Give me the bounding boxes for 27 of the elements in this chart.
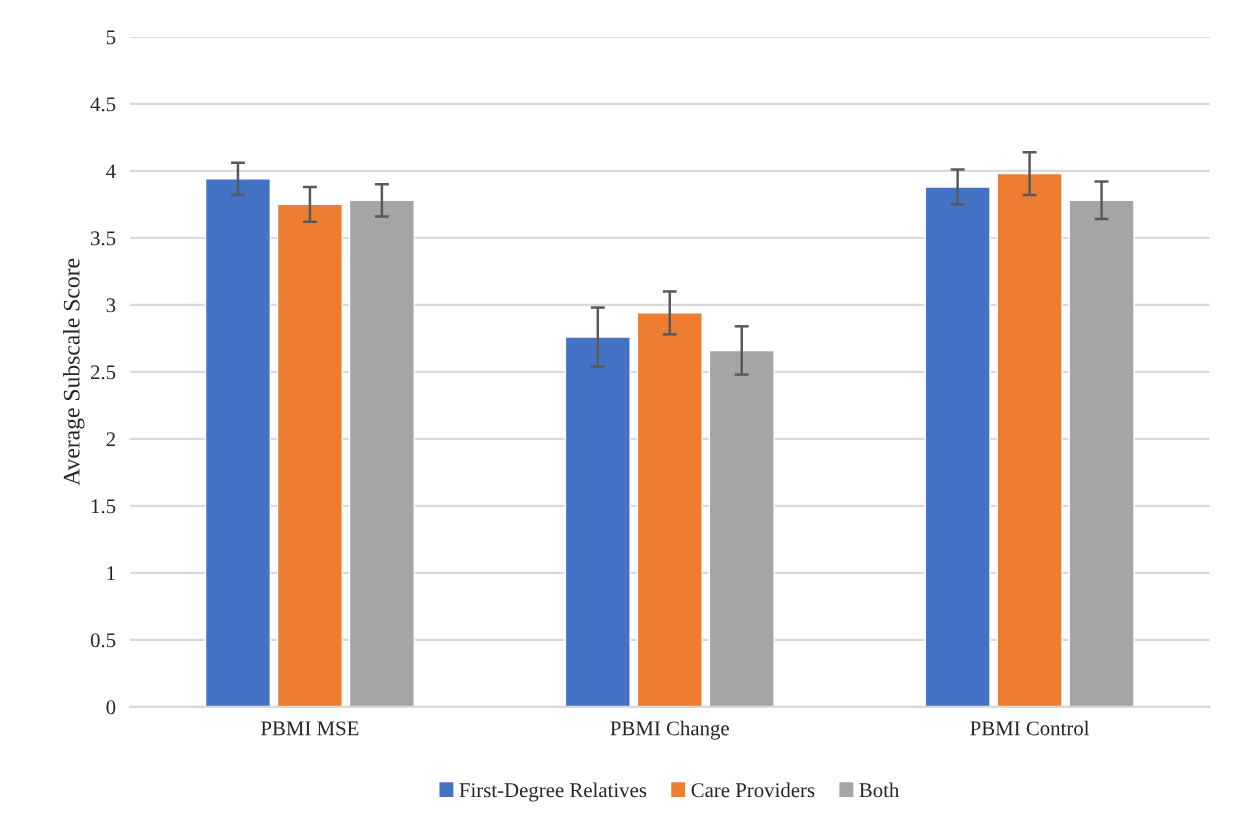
y-tick-label: 3.5 — [91, 231, 116, 246]
y-tick-label: 0 — [106, 700, 116, 715]
y-tick-label: 1.5 — [91, 499, 116, 514]
y-tick-label: 1 — [107, 566, 115, 581]
bar — [564, 336, 631, 707]
y-tick-label: 2.5 — [90, 365, 116, 380]
bar — [708, 349, 775, 707]
bar — [204, 178, 272, 707]
x-tick-label: PBMI Control — [970, 720, 1090, 736]
legend-label: Care Providers — [691, 782, 815, 798]
bar — [636, 312, 703, 707]
bar — [924, 186, 991, 707]
y-tick-label: 3 — [106, 298, 116, 313]
y-tick-label: 4.5 — [90, 97, 116, 112]
x-tick-label: PBMI MSE — [261, 721, 359, 736]
legend-label: First-Degree Relatives — [459, 782, 647, 802]
y-axis-title: Average Subscale Score — [63, 258, 85, 486]
y-tick-label: 5 — [106, 30, 116, 45]
x-tick-label: PBMI Change — [610, 720, 729, 740]
bar — [1068, 199, 1135, 707]
legend-label: Both — [859, 782, 900, 798]
bar — [996, 172, 1063, 707]
y-tick-label: 0.5 — [90, 633, 116, 648]
bar — [348, 199, 415, 707]
y-tick-label: 2 — [106, 432, 115, 447]
bar — [276, 203, 343, 707]
y-tick-label: 4 — [106, 164, 116, 179]
